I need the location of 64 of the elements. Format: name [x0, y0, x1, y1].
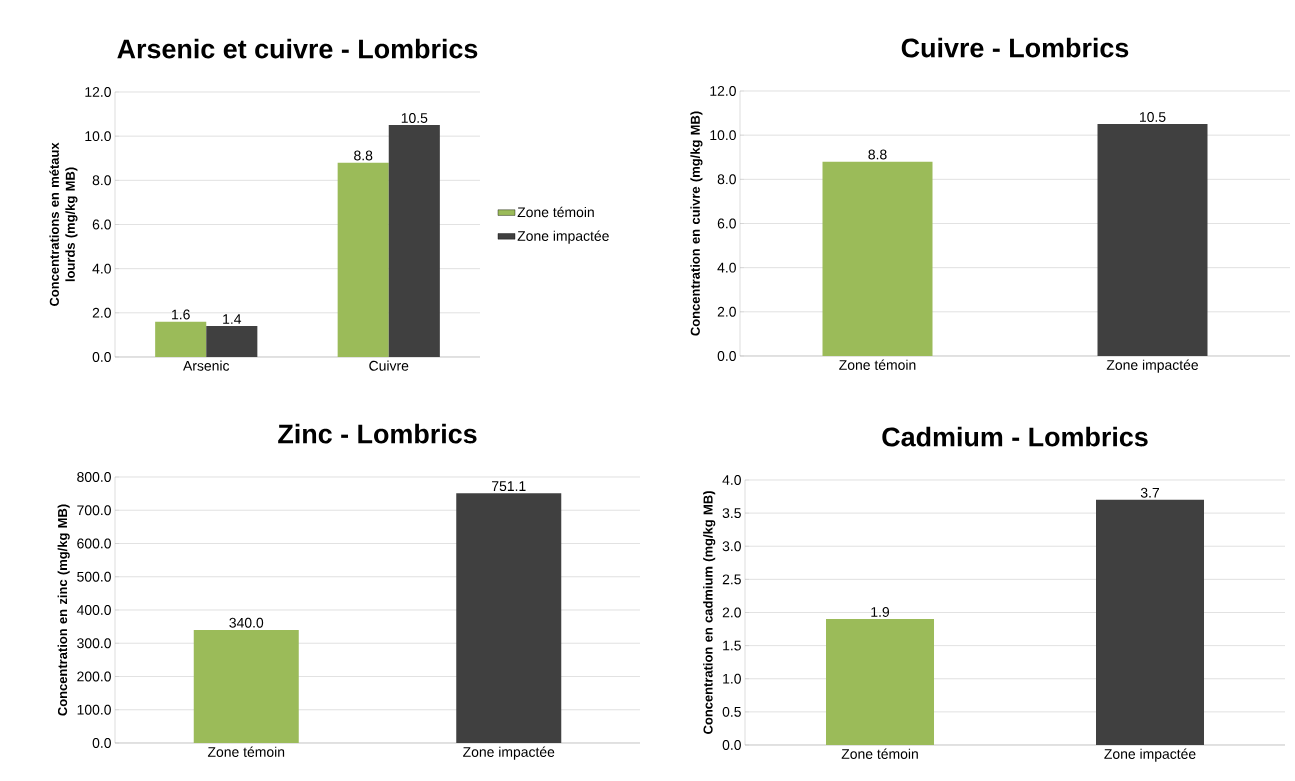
- y-tick-label: 600.0: [77, 538, 111, 549]
- x-tick-label: Zone témoin: [207, 746, 285, 758]
- x-tick-label: Zone impactée: [1106, 359, 1198, 373]
- data-label: 10.5: [1140, 112, 1166, 123]
- x-tick-label: Cuivre: [369, 360, 409, 371]
- y-tick-label: 2.0: [92, 307, 111, 318]
- y-tick-label: 8.0: [92, 175, 111, 186]
- data-label: 340.0: [229, 617, 264, 628]
- bar: [388, 125, 440, 358]
- y-tick-label: 0.0: [92, 352, 111, 363]
- y-tick-label: 3.5: [722, 508, 741, 519]
- bar: [206, 326, 258, 358]
- x-tick-label: Zone témoin: [841, 748, 918, 760]
- bar: [337, 162, 389, 358]
- y-tick-label: 0.0: [717, 351, 736, 362]
- y-tick-label: 4.0: [722, 475, 741, 486]
- legend-label: Zone témoin: [517, 206, 594, 218]
- y-axis-title: Concentration en cuivre (mg/kg MB): [690, 111, 703, 336]
- y-tick-label: 200.0: [77, 671, 111, 682]
- data-label: 1.6: [172, 309, 190, 320]
- y-tick-label: 6.0: [717, 218, 736, 229]
- y-tick-label: 8.0: [717, 174, 736, 185]
- y-tick-label: 10.0: [710, 130, 736, 141]
- legend-label: Zone impactée: [517, 230, 609, 244]
- y-tick-label: 1.5: [723, 640, 741, 651]
- x-tick-label: Zone impactée: [463, 746, 555, 760]
- y-axis-title: Concentrations en métaux lourds (mg/kg MB): [49, 142, 78, 307]
- x-tick-label: Zone témoin: [839, 359, 916, 371]
- data-label: 3.7: [1140, 487, 1160, 498]
- data-label: 8.8: [354, 150, 373, 161]
- data-label: 10.5: [401, 113, 428, 124]
- data-label: 8.8: [868, 149, 887, 160]
- y-tick-label: 500.0: [77, 571, 111, 582]
- y-tick-label: 10.0: [85, 131, 111, 142]
- bar: [155, 321, 207, 358]
- y-tick-label: 12.0: [710, 86, 736, 97]
- data-label: 1.4: [223, 314, 242, 324]
- y-tick-label: 4.0: [92, 263, 111, 274]
- data-label: 751.1: [492, 481, 526, 492]
- y-tick-label: 800.0: [77, 472, 111, 483]
- y-axis-title: Concentration en cadmium (mg/kg MB): [703, 491, 716, 735]
- y-tick-label: 400.0: [76, 605, 111, 616]
- y-tick-label: 4.0: [717, 262, 736, 273]
- y-tick-label: 0.0: [92, 738, 111, 749]
- y-tick-label: 700.0: [77, 505, 111, 516]
- y-tick-label: 1.0: [723, 673, 741, 684]
- y-tick-label: 0.0: [722, 740, 741, 751]
- data-label: 1.9: [871, 607, 890, 618]
- chart-title: Cadmium - Lombrics: [882, 426, 1148, 447]
- y-tick-label: 300.0: [77, 638, 111, 649]
- y-tick-label: 2.0: [722, 607, 741, 618]
- x-tick-label: Arsenic: [183, 360, 230, 371]
- y-tick-label: 2.0: [717, 306, 736, 317]
- chart-title: Arsenic et cuivre - Lombrics: [117, 38, 478, 59]
- y-axis-title: Concentration en zinc (mg/kg MB): [57, 504, 70, 716]
- x-tick-label: Zone impactée: [1104, 748, 1196, 762]
- y-tick-label: 0.5: [722, 707, 741, 717]
- y-tick-label: 12.0: [85, 87, 111, 98]
- y-tick-label: 2.5: [722, 574, 741, 585]
- y-tick-label: 3.0: [722, 541, 741, 552]
- chart-title: Cuivre - Lombrics: [901, 37, 1129, 58]
- chart-title: Zinc - Lombrics: [278, 423, 477, 444]
- y-tick-label: 6.0: [92, 219, 111, 230]
- y-tick-label: 100.0: [77, 704, 111, 715]
